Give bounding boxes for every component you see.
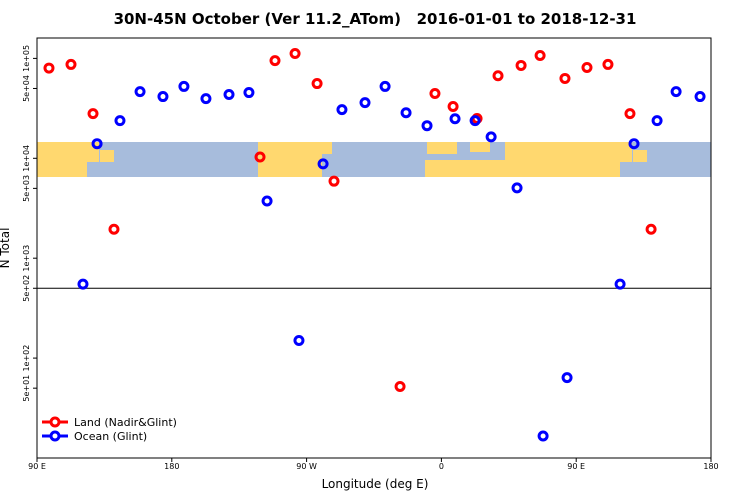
map-land [322, 142, 332, 154]
point [91, 138, 103, 150]
point [87, 108, 99, 120]
point [485, 131, 497, 143]
y-axis-label: N Total [0, 228, 12, 269]
point [537, 430, 549, 442]
x-tick-label: 90 E [28, 462, 46, 471]
point [65, 58, 77, 70]
x-tick-label: 180 [703, 462, 718, 471]
point [269, 55, 281, 67]
point [359, 97, 371, 109]
legend-label: Ocean (Glint) [74, 430, 147, 443]
point [449, 113, 461, 125]
y-tick-label: 5e+03 [22, 175, 31, 202]
legend-marker [49, 416, 61, 428]
x-axis-label: Longitude (deg E) [322, 477, 429, 491]
y-tick-label: 5e+04 [22, 75, 31, 102]
map-land [425, 160, 515, 177]
point [628, 138, 640, 150]
y-tick-label: 1e+04 [22, 145, 31, 172]
point [421, 120, 433, 132]
map-land [620, 142, 632, 162]
point [581, 62, 593, 74]
map-strip [37, 142, 711, 177]
legend-marker [49, 430, 61, 442]
map-land [258, 142, 322, 177]
point [134, 86, 146, 98]
point [43, 62, 55, 74]
point [336, 104, 348, 116]
point [400, 107, 412, 119]
point [694, 91, 706, 103]
map-land [100, 150, 114, 162]
point [108, 223, 120, 235]
point [293, 335, 305, 347]
y-tick-label: 1e+02 [22, 345, 31, 372]
point [651, 115, 663, 127]
x-tick-label: 90 W [296, 462, 317, 471]
point [394, 380, 406, 392]
point [624, 108, 636, 120]
map-land [633, 150, 647, 162]
point [289, 47, 301, 59]
point [328, 175, 340, 187]
point [157, 91, 169, 103]
point [645, 223, 657, 235]
point [429, 88, 441, 100]
point [515, 59, 527, 71]
point [254, 151, 266, 163]
point [379, 80, 391, 92]
point [178, 80, 190, 92]
point [534, 49, 546, 61]
legend-label: Land (Nadir&Glint) [74, 416, 177, 429]
point [200, 93, 212, 105]
y-tick-label: 1e+05 [22, 45, 31, 72]
point [311, 78, 323, 90]
point [114, 115, 126, 127]
point [602, 58, 614, 70]
point [561, 372, 573, 384]
point [559, 72, 571, 84]
x-tick-label: 90 E [567, 462, 585, 471]
map-land [427, 142, 457, 154]
y-tick-label: 1e+03 [22, 245, 31, 272]
point [223, 89, 235, 101]
point [511, 182, 523, 194]
x-tick-label: 0 [439, 462, 444, 471]
point [492, 70, 504, 82]
point [614, 278, 626, 290]
point [670, 86, 682, 98]
point [77, 278, 89, 290]
plot-frame [36, 37, 712, 459]
y-tick-label: 5e+01 [22, 375, 31, 402]
point [447, 100, 459, 112]
point [317, 158, 329, 170]
map-land [37, 142, 87, 177]
point [243, 87, 255, 99]
map-land [470, 142, 490, 152]
point [469, 115, 481, 127]
y-tick-label: 5e+02 [22, 275, 31, 302]
chart-title: 30N-45N October (Ver 11.2_ATom) 2016-01-… [114, 10, 637, 28]
x-tick-label: 180 [164, 462, 179, 471]
map-land [505, 142, 620, 177]
point [261, 195, 273, 207]
